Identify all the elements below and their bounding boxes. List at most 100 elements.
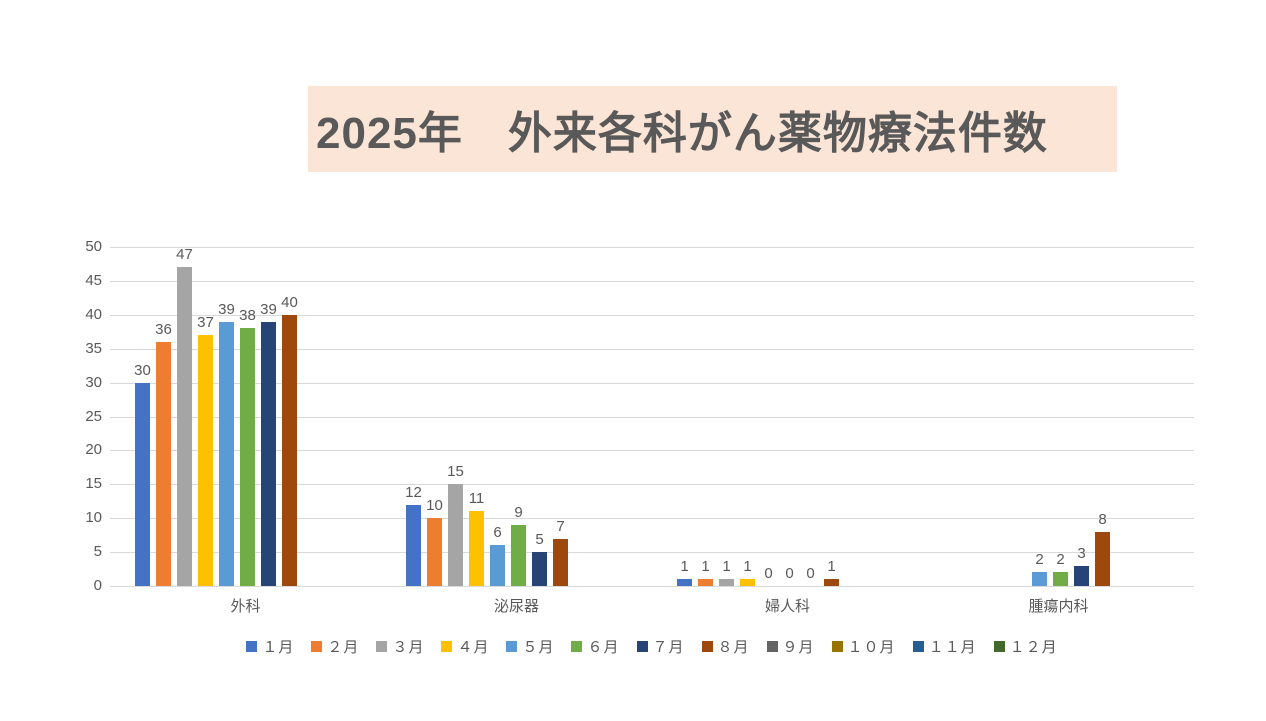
gridline (110, 484, 1194, 486)
bar-value-label: 1 (743, 558, 752, 576)
gridline (110, 416, 1194, 418)
bar (198, 335, 213, 586)
legend-item: ４月 (441, 636, 489, 657)
bar-value-label: 1 (722, 558, 731, 576)
bar (282, 314, 297, 586)
chart-title: 2025年 外来各科がん薬物療法件数 (308, 86, 1117, 172)
legend-label: ７月 (652, 639, 685, 656)
category-label: 外科 (230, 598, 261, 615)
bar-value-label: 11 (468, 490, 485, 508)
legend-label: ２月 (327, 639, 360, 656)
category-label: 泌尿器 (493, 598, 539, 615)
bar-value-label: 0 (806, 565, 815, 582)
category-label: 腫瘍内科 (1028, 598, 1089, 615)
bar-value-label: 5 (535, 531, 544, 549)
legend-label: １２月 (1009, 639, 1058, 656)
bar-value-label: 1 (701, 558, 710, 576)
x-axis-line (110, 586, 1194, 587)
chart-legend: １月 ２月 ３月 ４月 ５月 ６月 ７月 ８月 ９月 １０月 １１月 １２月 (110, 636, 1194, 657)
legend-swatch (246, 641, 258, 652)
bar (448, 484, 463, 586)
bar (824, 579, 839, 586)
bar-value-label: 8 (1098, 510, 1107, 528)
bar (240, 328, 255, 586)
legend-swatch (993, 641, 1005, 652)
legend-label: ９月 (782, 639, 815, 656)
y-axis-tick-label: 0 (93, 577, 102, 594)
bar (740, 579, 755, 586)
bar (177, 267, 192, 586)
bar-value-label: 1 (827, 558, 836, 576)
legend-label: １１月 (928, 639, 977, 656)
bar-value-label: 12 (405, 483, 422, 501)
y-axis-tick-label: 15 (85, 475, 102, 493)
gridline (110, 247, 1194, 248)
bar-value-label: 39 (218, 300, 235, 318)
category-label: 婦人科 (764, 598, 810, 615)
gridline (110, 280, 1194, 282)
bar (1095, 531, 1110, 586)
legend-label: ４月 (457, 639, 490, 656)
bar-value-label: 2 (1056, 551, 1065, 569)
bar-value-label: 1 (680, 558, 689, 576)
legend-swatch (441, 641, 453, 652)
y-axis-tick-label: 50 (85, 238, 102, 255)
legend-item: １２月 (993, 636, 1058, 657)
bar (406, 504, 421, 586)
y-axis-tick-label: 30 (85, 373, 102, 391)
bar-value-label: 0 (764, 565, 773, 582)
bar-value-label: 9 (514, 503, 523, 521)
bar-value-label: 0 (785, 565, 794, 582)
bar-value-label: 30 (134, 361, 151, 379)
bar (1074, 565, 1089, 586)
y-axis-tick-label: 40 (85, 305, 102, 323)
legend-swatch (766, 641, 778, 652)
bar-value-label: 2 (1035, 551, 1044, 569)
legend-swatch (701, 641, 713, 652)
bar-value-label: 6 (493, 524, 502, 542)
y-axis-tick-label: 35 (85, 339, 102, 357)
legend-label: ５月 (522, 639, 555, 656)
legend-item: １月 (246, 636, 294, 657)
gridline (110, 348, 1194, 350)
bar-value-label: 37 (197, 314, 214, 332)
gridline (110, 382, 1194, 384)
bar-value-label: 15 (447, 463, 464, 481)
legend-item: ８月 (701, 636, 750, 657)
legend-swatch (571, 641, 583, 652)
legend-label: １月 (262, 639, 295, 656)
y-axis-tick-label: 5 (93, 543, 102, 561)
legend-swatch (831, 641, 843, 652)
bar-value-label: 7 (556, 517, 565, 535)
legend-swatch (506, 641, 518, 652)
gridline (110, 450, 1194, 452)
bar-value-label: 47 (176, 246, 193, 264)
legend-swatch (636, 641, 648, 652)
legend-item: ３月 (376, 636, 424, 657)
legend-item: ６月 (571, 636, 619, 657)
legend-item: ９月 (766, 636, 815, 657)
bar (261, 321, 276, 586)
legend-label: ８月 (717, 639, 750, 656)
y-axis-tick-label: 45 (85, 271, 102, 289)
legend-item: ５月 (506, 636, 554, 657)
y-axis-tick-label: 10 (85, 509, 102, 527)
bar (219, 321, 234, 586)
legend-item: ２月 (311, 636, 359, 657)
bar (156, 341, 171, 586)
y-axis-tick-label: 20 (85, 441, 102, 459)
bar-value-label: 40 (281, 293, 298, 311)
legend-swatch (311, 641, 323, 652)
legend-label: １０月 (847, 639, 896, 656)
bar (1032, 572, 1047, 586)
bar-value-label: 10 (426, 497, 443, 515)
gridline (110, 518, 1194, 520)
legend-item: １０月 (831, 636, 896, 657)
legend-swatch (376, 641, 388, 652)
bar (677, 579, 692, 586)
legend-item: ７月 (636, 636, 685, 657)
y-axis-tick-label: 25 (85, 407, 102, 425)
bar (135, 382, 150, 586)
gridline (110, 552, 1194, 554)
